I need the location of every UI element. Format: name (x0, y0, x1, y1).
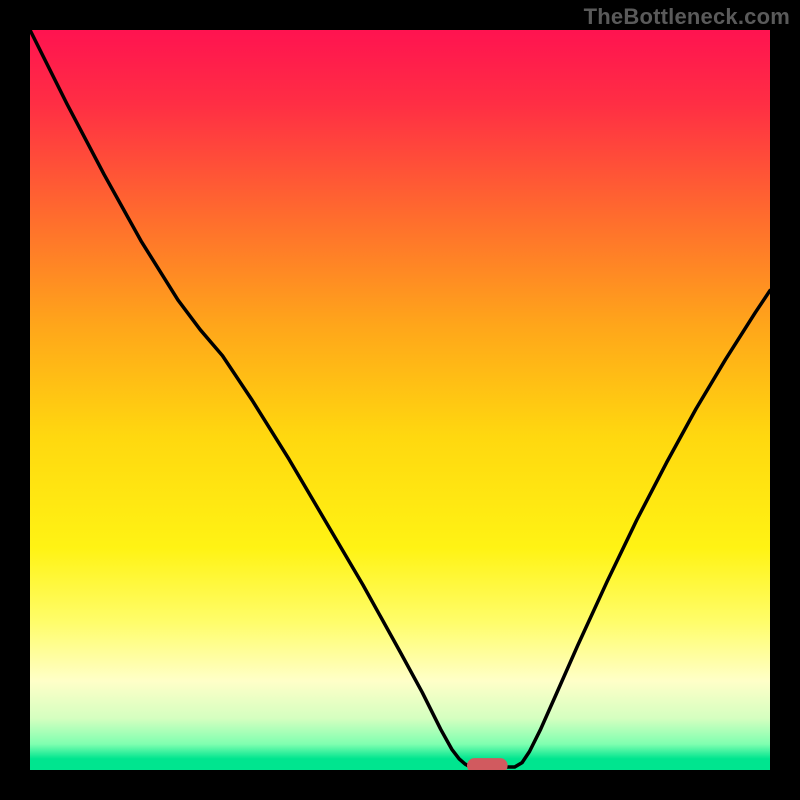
optimal-marker (467, 758, 508, 770)
chart-container: TheBottleneck.com (0, 0, 800, 800)
watermark-text: TheBottleneck.com (584, 4, 790, 30)
gradient-background (30, 30, 770, 770)
plot-area (30, 30, 770, 770)
chart-svg (30, 30, 770, 770)
